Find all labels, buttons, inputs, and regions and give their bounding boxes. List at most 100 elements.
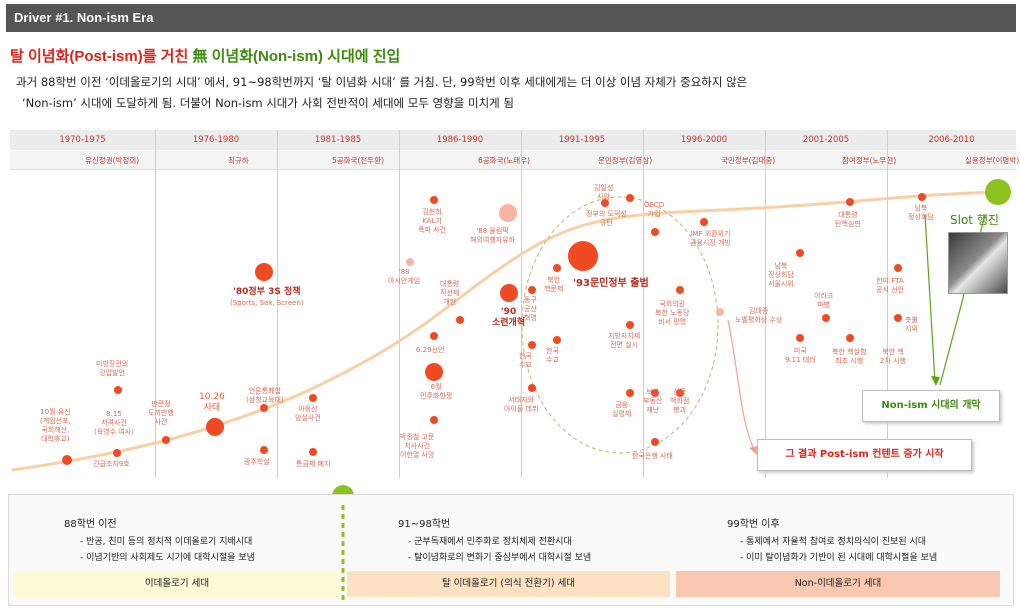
era-item: - 반공, 친미 등의 정치적 이데올로기 지배시대 (80, 537, 253, 547)
event-label: 동구 공산 혁명 (524, 296, 537, 322)
period-label: 1976-1980 (192, 135, 240, 145)
event-dot (676, 286, 684, 294)
event-label: 촛불 시위 (905, 316, 918, 333)
event-dot (651, 389, 659, 397)
event-label: 이라크 파병 (814, 292, 834, 309)
event-label: 8.15 저격사건 (육영수 여사) (94, 410, 134, 436)
event-label: 김일성 사망 (594, 184, 614, 201)
period-bar: 1970-1975 1976-1980 1981-1985 1986-1990 … (10, 130, 1016, 150)
era-title: 99학번 이후 (727, 519, 780, 530)
event-label: 긴급조치9호 (93, 460, 130, 468)
event-label: 김대중 노벨평화상 수상 (735, 307, 783, 324)
event-label: 한국 수교 (546, 347, 559, 364)
event-label: 10월 유신 (계엄선포, 국회해산, 대학휴교) (40, 408, 71, 443)
event-dot (626, 194, 634, 202)
event-dot (846, 334, 854, 342)
event-subtext: (Sports, Sex, Screen) (230, 299, 304, 307)
event-label: 정부의 도덕성 규탄 (586, 210, 627, 227)
event-label: 북한 핵실험 최초 시행 (832, 348, 867, 365)
event-dot (430, 332, 438, 340)
event-label: 한국은행 사태 (632, 452, 673, 460)
event-label: 광주학살 (244, 458, 270, 466)
event-label: 보상 부동산 재난 (643, 388, 663, 414)
period-label: 1981-1985 (314, 135, 362, 145)
event-label: '90 소련개혁 (492, 307, 526, 328)
arrow-head (931, 376, 940, 386)
event-dot (796, 334, 804, 342)
era-title: 91~98학번 (398, 519, 451, 530)
government-label: 국민정부(김대중) (721, 156, 776, 165)
event-dot (796, 249, 804, 257)
event-dot (918, 193, 926, 201)
event-label: 금융 실명제 (612, 401, 632, 418)
post-ism-arrow (727, 319, 756, 453)
post-ism-callout: 그 결과 Post-ism 컨텐트 증가 시작 (757, 439, 972, 471)
event-dot (114, 386, 122, 394)
event-dot (260, 404, 268, 412)
event-label-3s: '80정부 3S 정책 (Sports, Sex, Screen) (230, 287, 304, 309)
event-dot (626, 321, 634, 329)
era-item: - 통제에서 자율적 참여로 정치의식이 진보된 시대 (740, 537, 927, 547)
government-label: 문민정부(김영삼) (598, 156, 653, 165)
event-dot (425, 363, 443, 381)
event-label: 한미 FTA 공식 선언 (876, 277, 904, 294)
event-label: IMF 외환위기 금융시장 개방 (690, 230, 731, 247)
event-label: 김현희 KAL기 폭파 사건 (418, 208, 446, 234)
event-dot (500, 284, 518, 302)
government-label: 5공화국(전두환) (332, 156, 385, 165)
event-dot (430, 196, 438, 204)
section-header: Driver #1. Non-ism Era (6, 4, 1016, 32)
event-dot (62, 455, 72, 465)
event-label: 아웅산 암살사건 (295, 405, 321, 422)
event-dot (894, 264, 902, 272)
era-item: - 이미 탈이념화가 기반이 된 시대에 대학시절을 보냄 (740, 553, 938, 563)
event-dot (651, 228, 659, 236)
government-label: 실용정부(이명박) (965, 156, 1020, 165)
subtitle-line1: 과거 88학번 이전 ‘이데올로기의 시대’ 에서, 91~98학번까지 ‘탈 … (16, 75, 748, 89)
event-label: 6.29선언 (416, 346, 445, 354)
era-band-non-ideology: Non-이데올로기 세대 (676, 571, 1000, 597)
gridline (765, 130, 766, 478)
period-label: 1986-1990 (436, 135, 484, 145)
government-label: 최규하 (228, 156, 249, 165)
event-label: 남북 정상회담 (908, 204, 934, 221)
headline: 탈 이념화(Post-ism)를 거친 無 이념화(Non-ism) 시대에 진… (10, 45, 400, 66)
event-label: '88 올림픽 해외여행자유화 (470, 227, 516, 244)
gridline (399, 130, 400, 478)
event-dot (822, 314, 830, 322)
government-bar: 유신정권(박정희) 최규하 5공화국(전두환) 6공화국(노태우) 문민정부(김… (10, 151, 1020, 170)
government-label: 6공화국(노태우) (478, 156, 531, 165)
gridline (521, 130, 522, 478)
event-dot (601, 199, 609, 207)
event-label: 국회의원 북한 노동당 비서 망명 (655, 300, 690, 326)
event-dot (406, 258, 414, 266)
event-label: 판문점 도끼만행 사건 (148, 400, 174, 426)
event-dot (528, 286, 536, 294)
event-label: 대통령 직선제 개헌 (440, 280, 460, 306)
event-label: 지방자치제 전면 실시 (608, 332, 641, 349)
event-dot (553, 264, 561, 272)
gridline (643, 130, 644, 478)
event-label: 한국 수교 (519, 352, 532, 369)
gridline (887, 130, 888, 478)
event-dot (528, 341, 536, 349)
event-label: 대통령 탄핵심판 (835, 211, 861, 228)
era-item: - 탈이념화로의 변화기 중심부에서 대학시절 보냄 (408, 553, 592, 563)
gridline (155, 130, 156, 478)
event-dot (113, 449, 121, 457)
period-label: 2001-2005 (802, 135, 850, 145)
event-label: 미방장관의 강압발언 (96, 360, 129, 377)
event-label: 미국 9.11 테러 (785, 347, 816, 364)
non-ism-callout: Non-ism 시대의 개막 (862, 390, 1000, 422)
period-label: 1996-2000 (680, 135, 728, 145)
event-dot (846, 198, 854, 206)
event-dot (568, 241, 598, 271)
transition-ellipse (521, 196, 719, 454)
arrow-head (749, 446, 757, 455)
event-label: 북한 핵 2차 시행 (880, 348, 906, 365)
event-dot (676, 389, 684, 397)
event-dot (255, 263, 273, 281)
event-dot (626, 389, 634, 397)
gridline (277, 130, 278, 478)
